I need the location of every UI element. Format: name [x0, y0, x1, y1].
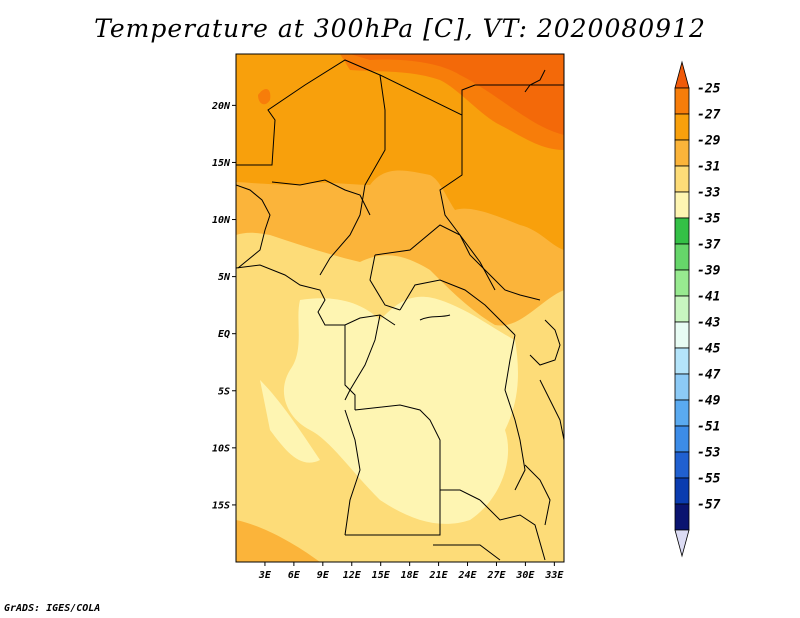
band-south-fringe: [236, 520, 320, 562]
border-drc-east: [504, 334, 526, 491]
border-mozambique: [524, 464, 551, 526]
lon-tick-label: 30E: [515, 570, 535, 581]
border-egypt-sudan: [461, 84, 564, 115]
band-minus-33-to-35-west: [260, 380, 320, 463]
colorbar-segment: [674, 503, 690, 531]
border-zambia-south: [479, 499, 546, 561]
colorbar-label: -55: [697, 472, 721, 487]
colorbar-segment: [674, 347, 690, 375]
border-lake-victoria: [529, 319, 561, 366]
colorbar-segment: [674, 139, 690, 167]
lon-tick-label: 27E: [486, 570, 506, 581]
border-niger-chad: [236, 59, 386, 276]
colorbar-segment: [674, 165, 690, 193]
border-chad-sudan: [379, 74, 496, 291]
colorbar-label: -41: [697, 290, 720, 305]
lat-tick-label: 5N: [218, 272, 231, 283]
border-angola-coast: [344, 409, 361, 536]
map-title: Temperature at 300hPa [C], VT: 202008091…: [94, 14, 706, 43]
colorbar-segment: [674, 295, 690, 323]
lat-tick-label: 15N: [212, 158, 231, 169]
border-car-south: [399, 279, 516, 336]
colorbar: -25 -27 -29 -31 -33 -35 -37 -39 -41 -43 -45 -47 -49 -…: [674, 60, 721, 558]
colorbar-segment: [674, 373, 690, 401]
border-red-sea: [524, 69, 546, 93]
colorbar-label: -27: [697, 108, 721, 123]
temperature-field: [236, 54, 564, 562]
colorbar-label: -51: [697, 420, 720, 435]
country-borders: [236, 59, 564, 561]
colorbar-label: -37: [697, 238, 721, 253]
lat-tick-label: 15S: [212, 500, 230, 511]
colorbar-top-triangle: [674, 60, 690, 89]
lat-tick-label: 10N: [212, 215, 231, 226]
border-nigeria-north: [271, 179, 371, 216]
colorbar-segment: [674, 477, 690, 505]
colorbar-segment: [674, 425, 690, 453]
colorbar-bottom-triangle: [674, 529, 690, 558]
lon-tick-label: 21E: [429, 570, 449, 581]
colorbar-segment: [674, 269, 690, 297]
colorbar-segment: [674, 451, 690, 479]
colorbar-label: -57: [697, 498, 721, 513]
colorbar-segment: [674, 87, 690, 115]
band-minus-33-to-35: [283, 296, 518, 524]
colorbar-label: -33: [697, 186, 721, 201]
colorbar-label: -39: [697, 264, 721, 279]
border-congo: [344, 314, 381, 401]
colorbar-segment: [674, 113, 690, 141]
border-angola-south: [345, 490, 441, 536]
lon-tick-label: 18E: [401, 570, 420, 581]
border-cameroon-car: [369, 254, 401, 311]
map-frame: [235, 53, 565, 563]
longitude-axis: 3E 6E 9E 12E 15E 18E 21E 24E 27E 30E 33E: [258, 562, 564, 581]
latitude-axis: 20N 15N 10N 5N EQ 5S 10S 15S: [211, 101, 236, 511]
colorbar-label: -47: [697, 368, 721, 383]
border-angola-drc: [354, 404, 481, 501]
lat-tick-label: 10S: [212, 443, 230, 454]
lon-tick-label: 15E: [372, 570, 391, 581]
lon-tick-label: 12E: [343, 570, 362, 581]
colorbar-segment: [674, 243, 690, 271]
colorbar-label: -43: [697, 316, 721, 331]
lon-tick-label: 24E: [457, 570, 477, 581]
colorbar-segment: [674, 321, 690, 349]
colorbar-label: -49: [697, 394, 721, 409]
colorbar-label: -53: [697, 446, 721, 461]
grads-credit: GrADS: IGES/COLA: [4, 603, 101, 614]
colorbar-label: -35: [697, 212, 721, 227]
lat-tick-label: EQ: [218, 329, 230, 340]
border-tanzania: [539, 379, 564, 441]
lon-tick-label: 9E: [317, 570, 330, 581]
lon-tick-label: 6E: [288, 570, 301, 581]
colorbar-segment: [674, 191, 690, 219]
colorbar-segment: [674, 217, 690, 245]
colorbar-label: -31: [697, 160, 720, 175]
lat-tick-label: 20N: [211, 101, 231, 112]
colorbar-label: -45: [697, 342, 721, 357]
colorbar-label: -29: [697, 134, 721, 149]
river-segment: [419, 314, 451, 321]
colorbar-label: -25: [697, 82, 721, 97]
band-above-minus-25: [350, 54, 564, 135]
lon-tick-label: 33E: [544, 570, 564, 581]
lon-tick-label: 3E: [258, 570, 272, 581]
border-namibia: [433, 544, 501, 561]
colorbar-segment: [674, 399, 690, 427]
border-west-coast: [236, 184, 271, 269]
band-minus-25-to-27-patch: [258, 88, 271, 105]
border-car-north: [374, 224, 541, 301]
border-gulf-guinea: [236, 264, 396, 326]
lat-tick-label: 5S: [218, 386, 230, 397]
